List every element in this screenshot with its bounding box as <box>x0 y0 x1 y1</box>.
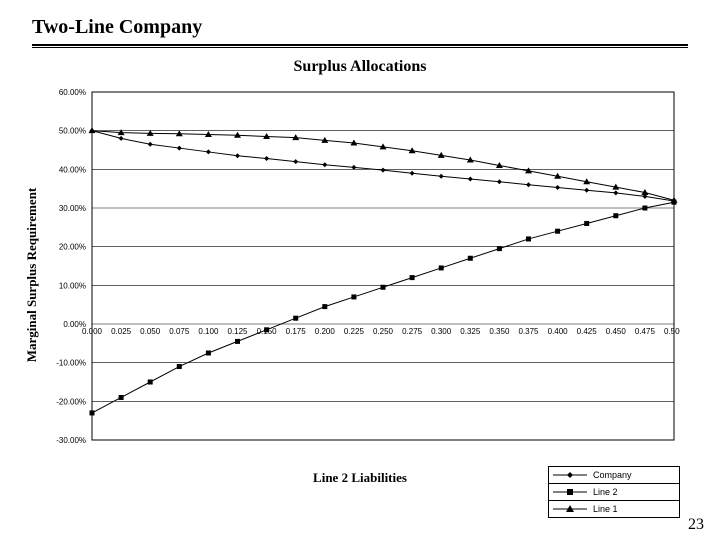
marker-square <box>177 364 182 369</box>
legend-swatch <box>553 468 587 482</box>
x-tick-label: 0.225 <box>344 327 365 336</box>
marker-square <box>526 236 531 241</box>
x-tick-label: 0.500 <box>664 327 680 336</box>
marker-square <box>322 304 327 309</box>
x-tick-label: 0.375 <box>518 327 539 336</box>
x-tick-label: 0.175 <box>286 327 307 336</box>
marker-square <box>206 351 211 356</box>
marker-square <box>264 327 269 332</box>
marker-square <box>381 285 386 290</box>
legend-label: Line 1 <box>593 504 618 514</box>
x-tick-label: 0.250 <box>373 327 394 336</box>
x-tick-label: 0.075 <box>169 327 190 336</box>
y-tick-label: -10.00% <box>56 359 86 368</box>
marker-square <box>293 316 298 321</box>
marker-square <box>148 380 153 385</box>
legend-entry-line2: Line 2 <box>549 483 679 500</box>
x-tick-label: 0.275 <box>402 327 423 336</box>
legend-swatch <box>553 485 587 499</box>
x-tick-label: 0.025 <box>111 327 132 336</box>
x-tick-label: 0.400 <box>548 327 569 336</box>
x-tick-label: 0.100 <box>198 327 219 336</box>
x-tick-label: 0.425 <box>577 327 598 336</box>
x-tick-label: 0.050 <box>140 327 161 336</box>
marker-square <box>497 246 502 251</box>
marker-square <box>555 229 560 234</box>
x-tick-label: 0.450 <box>606 327 627 336</box>
legend-label: Company <box>593 470 632 480</box>
x-tick-label: 0.125 <box>227 327 248 336</box>
chart-title: Surplus Allocations <box>0 58 720 76</box>
legend-label: Line 2 <box>593 487 618 497</box>
y-tick-label: 40.00% <box>59 165 86 174</box>
marker-square <box>584 221 589 226</box>
marker-square <box>90 410 95 415</box>
marker-square <box>439 265 444 270</box>
page-number: 23 <box>688 516 704 534</box>
x-tick-label: 0.475 <box>635 327 656 336</box>
marker-square <box>351 294 356 299</box>
legend-swatch <box>553 502 587 516</box>
legend-entry-line1: Line 1 <box>549 500 679 517</box>
x-tick-label: 0.300 <box>431 327 452 336</box>
slide-title: Two-Line Company <box>32 16 202 39</box>
y-tick-label: 10.00% <box>59 281 86 290</box>
marker-square <box>613 213 618 218</box>
y-tick-label: 30.00% <box>59 204 86 213</box>
x-tick-label: 0.325 <box>460 327 481 336</box>
title-underline <box>32 44 688 48</box>
legend-entry-company: Company <box>549 467 679 483</box>
marker-square <box>642 206 647 211</box>
y-tick-label: -30.00% <box>56 436 86 445</box>
chart-area: -30.00%-20.00%-10.00%0.00%10.00%20.00%30… <box>40 86 680 464</box>
marker-square <box>235 339 240 344</box>
marker-square <box>410 275 415 280</box>
legend-box: Company Line 2 Line 1 <box>548 466 680 518</box>
x-tick-label: 0.200 <box>315 327 336 336</box>
y-axis-title: Marginal Surplus Requirement <box>24 86 40 464</box>
y-tick-label: 20.00% <box>59 243 86 252</box>
x-tick-label: 0.350 <box>489 327 510 336</box>
y-tick-label: 50.00% <box>59 127 86 136</box>
chart-svg: -30.00%-20.00%-10.00%0.00%10.00%20.00%30… <box>40 86 680 464</box>
x-tick-label: 0.000 <box>82 327 103 336</box>
marker-square <box>119 395 124 400</box>
y-tick-label: -20.00% <box>56 397 86 406</box>
marker-square <box>468 256 473 261</box>
slide-root: Two-Line Company Surplus Allocations Mar… <box>0 0 720 540</box>
y-tick-label: 60.00% <box>59 88 86 97</box>
